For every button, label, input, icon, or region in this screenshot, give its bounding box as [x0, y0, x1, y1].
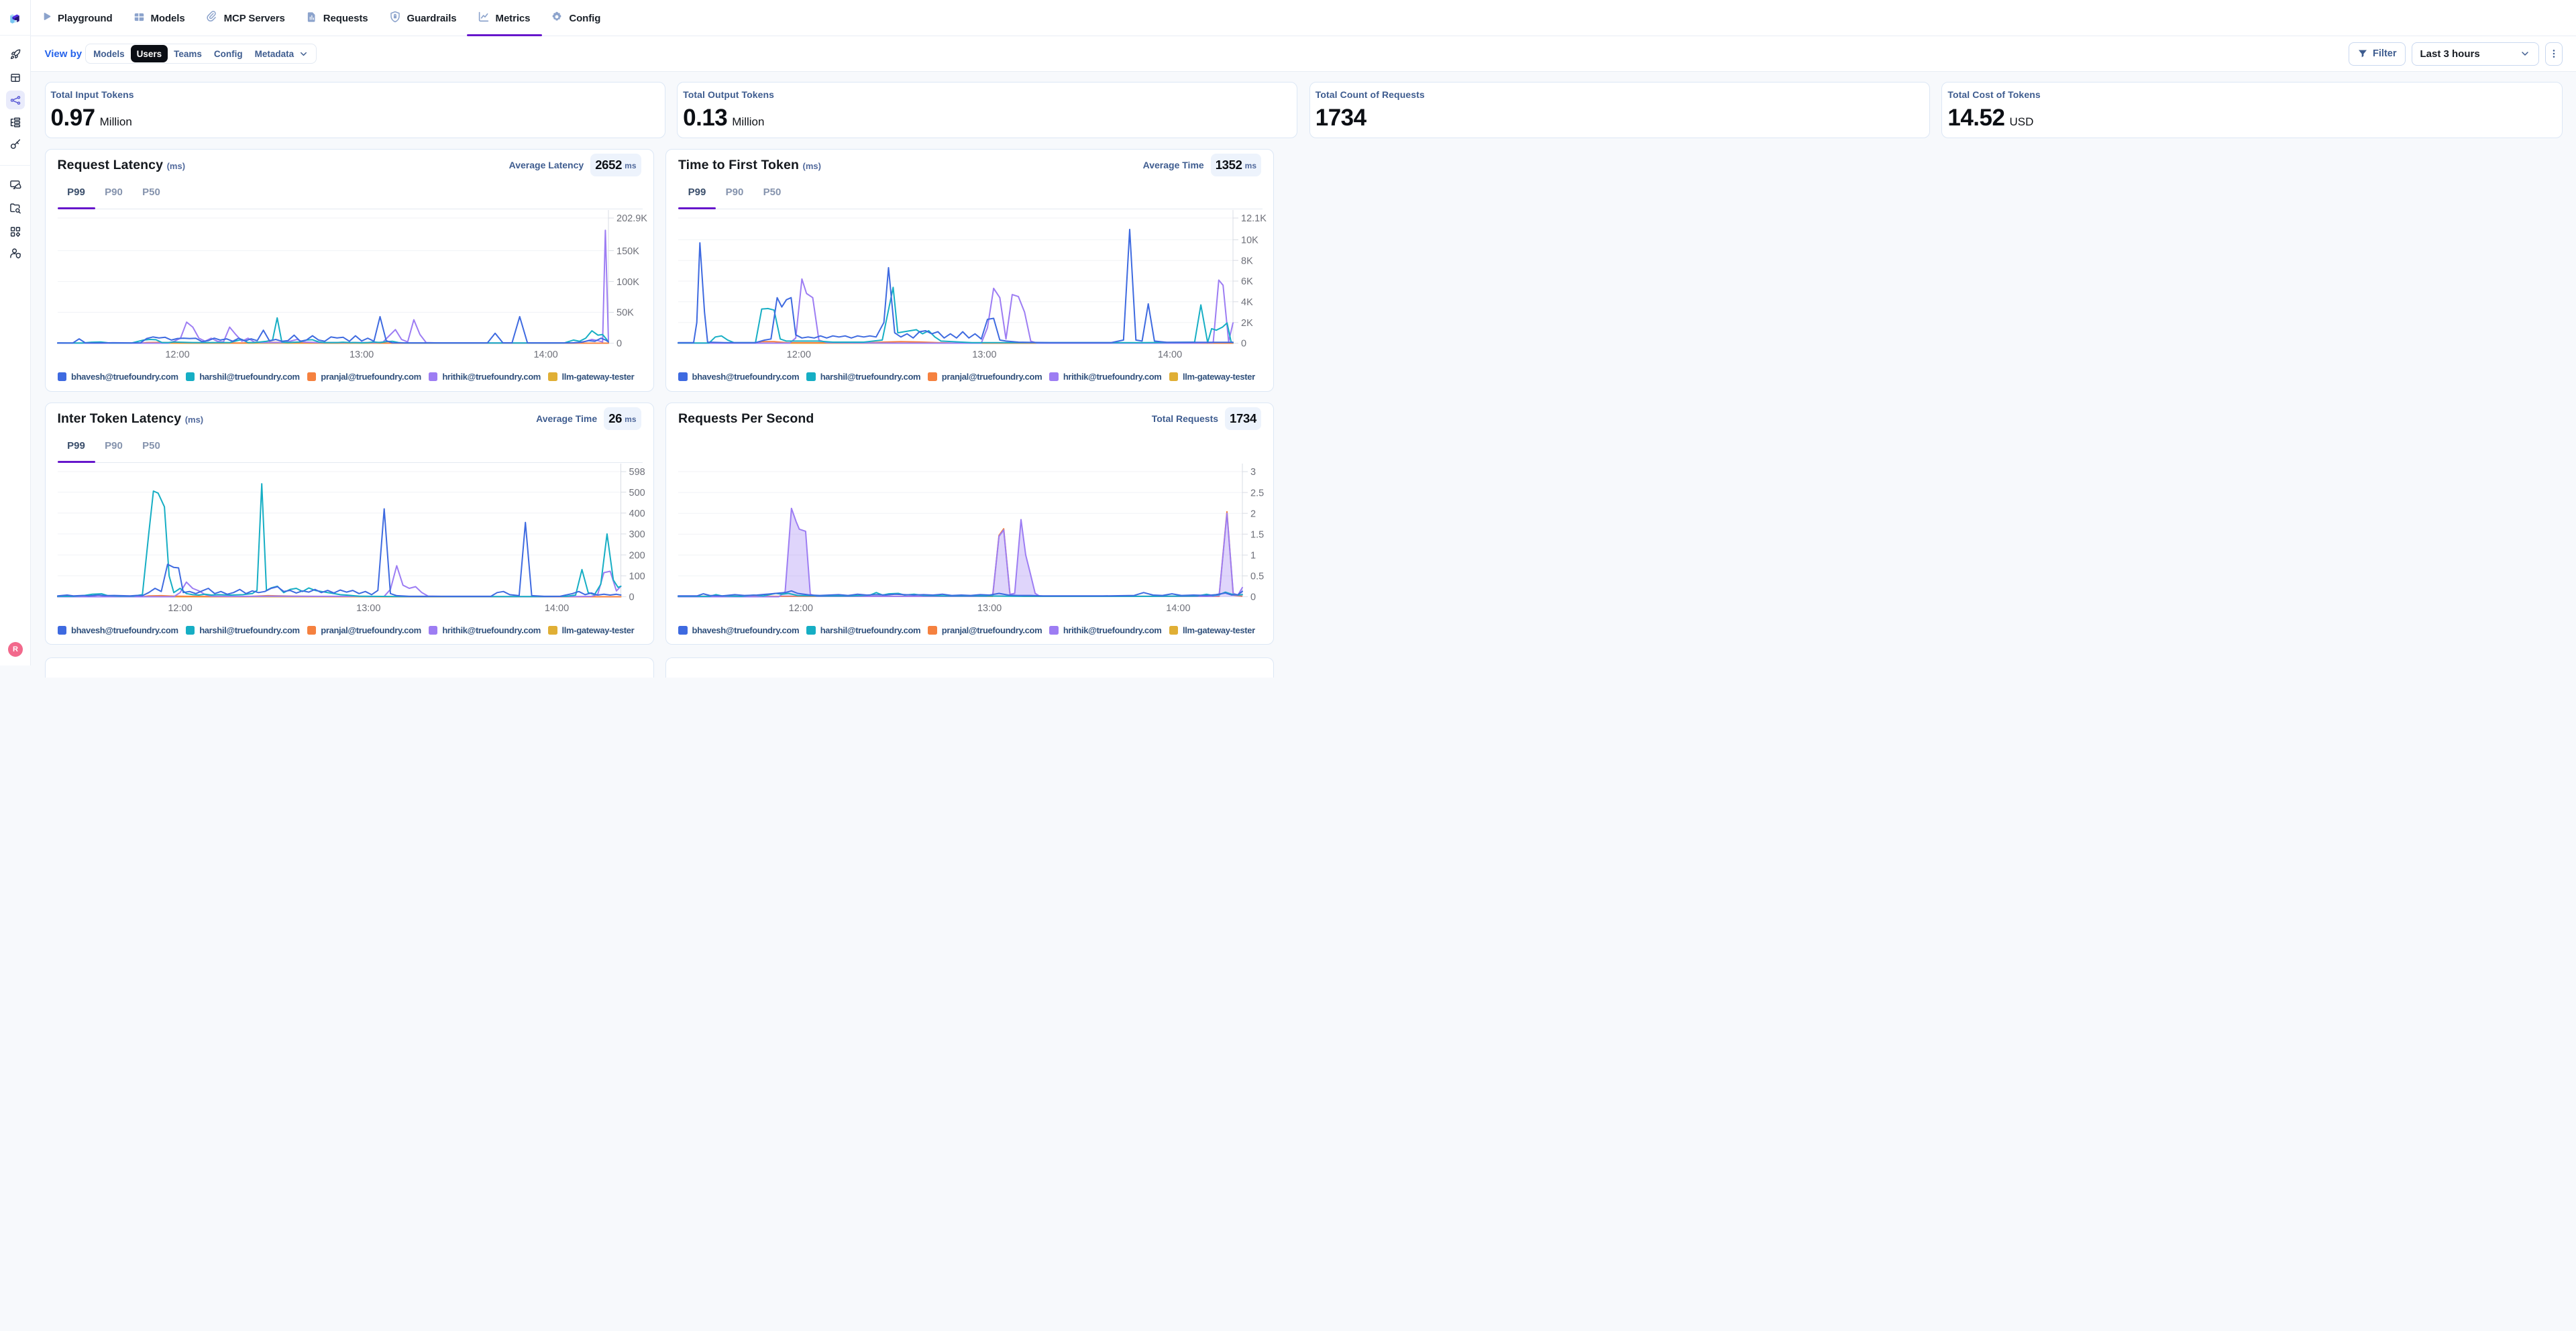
svg-text:10K: 10K	[1241, 235, 1258, 246]
svg-text:300: 300	[629, 529, 645, 540]
svg-text:2K: 2K	[1241, 318, 1253, 329]
svg-text:13:00: 13:00	[977, 603, 1002, 614]
svg-text:3: 3	[1250, 467, 1256, 478]
svg-text:1.5: 1.5	[1250, 529, 1264, 540]
svg-text:0.5: 0.5	[1250, 572, 1264, 582]
svg-text:0: 0	[616, 339, 622, 350]
svg-text:100: 100	[629, 572, 645, 582]
svg-text:14:00: 14:00	[1166, 603, 1190, 614]
svg-text:50K: 50K	[616, 308, 634, 319]
svg-text:598: 598	[629, 467, 645, 478]
svg-text:12.1K: 12.1K	[1241, 213, 1267, 224]
svg-text:13:00: 13:00	[356, 603, 380, 614]
svg-text:14:00: 14:00	[1158, 350, 1182, 360]
svg-text:150K: 150K	[616, 246, 639, 257]
svg-text:2: 2	[1250, 509, 1256, 519]
svg-text:14:00: 14:00	[544, 603, 568, 614]
svg-text:12:00: 12:00	[787, 350, 811, 360]
svg-text:8K: 8K	[1241, 256, 1253, 266]
svg-text:100K: 100K	[616, 277, 639, 288]
svg-text:6K: 6K	[1241, 276, 1253, 287]
svg-text:0: 0	[629, 592, 634, 603]
svg-text:12:00: 12:00	[165, 350, 189, 360]
svg-text:2.5: 2.5	[1250, 488, 1264, 498]
svg-text:0: 0	[1241, 339, 1246, 350]
svg-text:12:00: 12:00	[168, 603, 192, 614]
svg-text:13:00: 13:00	[972, 350, 996, 360]
svg-text:12:00: 12:00	[789, 603, 813, 614]
svg-text:500: 500	[629, 488, 645, 498]
svg-text:4K: 4K	[1241, 297, 1253, 308]
svg-text:200: 200	[629, 550, 645, 561]
svg-text:14:00: 14:00	[533, 350, 557, 360]
svg-text:1: 1	[1250, 551, 1256, 562]
svg-text:400: 400	[629, 509, 645, 519]
svg-text:0: 0	[1250, 592, 1256, 603]
svg-text:13:00: 13:00	[349, 350, 373, 360]
svg-text:202.9K: 202.9K	[616, 213, 647, 224]
